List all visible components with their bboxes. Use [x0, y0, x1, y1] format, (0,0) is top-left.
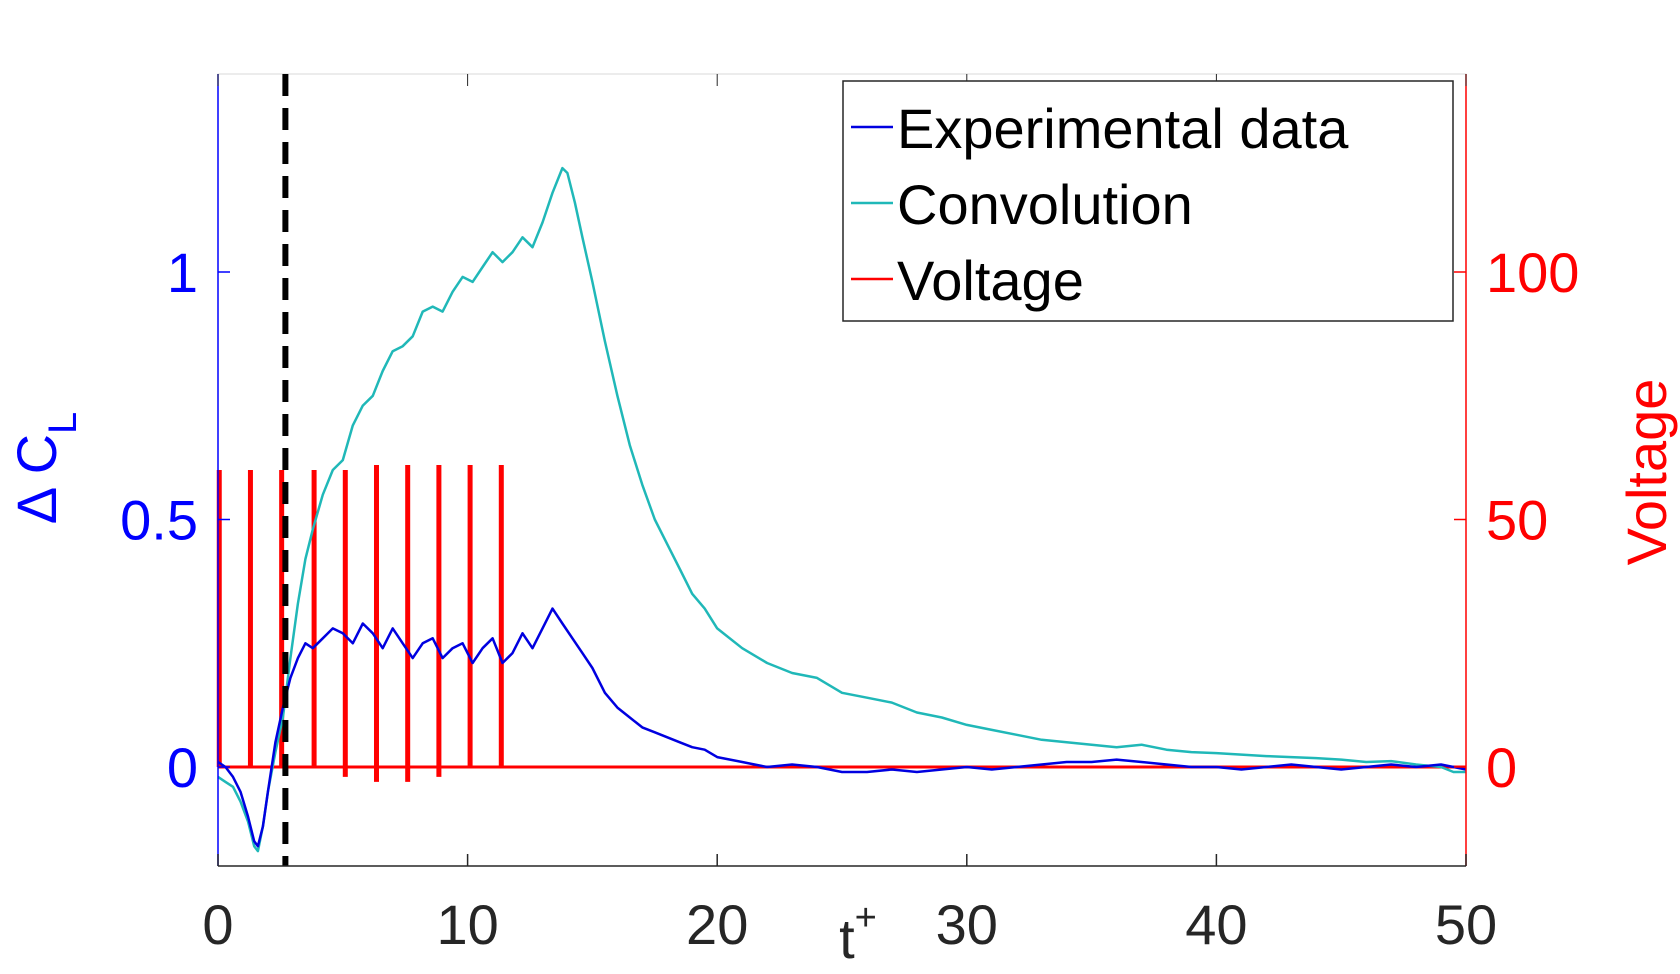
- left-y-axis-label-subscript: L: [41, 412, 85, 434]
- x-tick-label: 30: [936, 893, 998, 956]
- left-y-tick-label: 0: [167, 736, 198, 799]
- legend-label-convolution: Convolution: [897, 173, 1193, 236]
- x-tick-label: 10: [436, 893, 498, 956]
- x-axis-label-main: t: [839, 907, 855, 970]
- experimental-line: [217, 607, 1467, 848]
- right-y-tick-label: 100: [1486, 241, 1579, 304]
- experimental-series: [217, 607, 1467, 848]
- legend-box: [842, 80, 1454, 322]
- x-axis-label-superscript: +: [855, 897, 877, 939]
- right-y-axis-label: Voltage: [1615, 379, 1678, 566]
- legend: Experimental data Convolution Voltage: [842, 80, 1454, 322]
- left-y-tick-label: 0.5: [120, 489, 198, 552]
- convolution-line: [217, 166, 1466, 853]
- left-y-axis-label: Δ CL: [5, 412, 85, 525]
- x-tick-label: 0: [202, 893, 233, 956]
- x-tick-label: 40: [1185, 893, 1247, 956]
- legend-label-experimental: Experimental data: [897, 97, 1349, 160]
- convolution-series: [217, 166, 1466, 853]
- axis-labels: t+ Δ CL Voltage: [5, 379, 1678, 970]
- x-tick-label: 20: [686, 893, 748, 956]
- right-y-tick-label: 0: [1486, 736, 1517, 799]
- legend-label-voltage: Voltage: [897, 249, 1084, 312]
- left-y-axis-label-main: Δ C: [5, 434, 68, 524]
- right-y-tick-label: 50: [1486, 489, 1548, 552]
- x-tick-label: 50: [1435, 893, 1497, 956]
- x-axis-label: t+: [839, 897, 877, 970]
- left-y-tick-label: 1: [167, 241, 198, 304]
- axes-layer: [217, 74, 1467, 867]
